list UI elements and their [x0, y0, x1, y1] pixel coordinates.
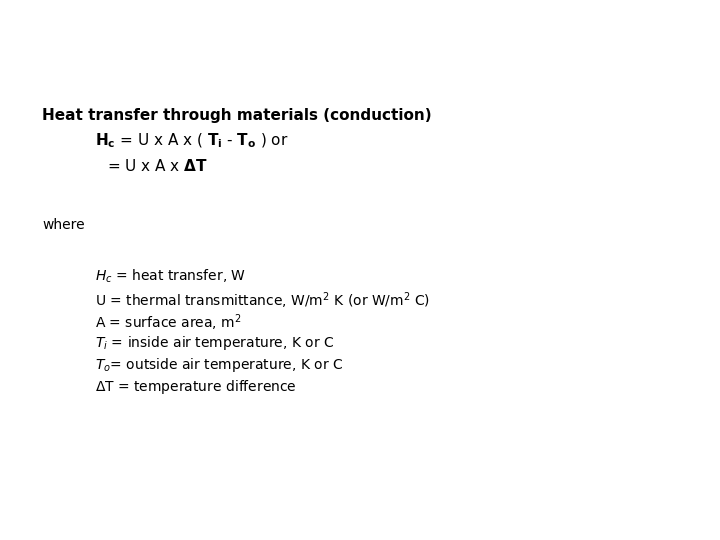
Text: $H_c$ = heat transfer, W: $H_c$ = heat transfer, W [95, 268, 246, 286]
Text: $T_o$= outside air temperature, K or C: $T_o$= outside air temperature, K or C [95, 356, 343, 374]
Text: $T_i$ = inside air temperature, K or C: $T_i$ = inside air temperature, K or C [95, 334, 334, 352]
Text: $\Delta$T = temperature difference: $\Delta$T = temperature difference [95, 378, 297, 396]
Text: U = thermal transmittance, W/m$^2$ K (or W/m$^2$ C): U = thermal transmittance, W/m$^2$ K (or… [95, 290, 430, 310]
Text: A = surface area, m$^2$: A = surface area, m$^2$ [95, 312, 242, 333]
Text: $\mathbf{H_c}$ = U x A x ( $\mathbf{T_i}$ - $\mathbf{T_o}$ ) or: $\mathbf{H_c}$ = U x A x ( $\mathbf{T_i}… [95, 132, 289, 151]
Text: where: where [42, 218, 85, 232]
Text: Heat transfer through materials (conduction): Heat transfer through materials (conduct… [42, 108, 431, 123]
Text: = U x A x $\mathbf{\Delta T}$: = U x A x $\mathbf{\Delta T}$ [107, 158, 208, 174]
